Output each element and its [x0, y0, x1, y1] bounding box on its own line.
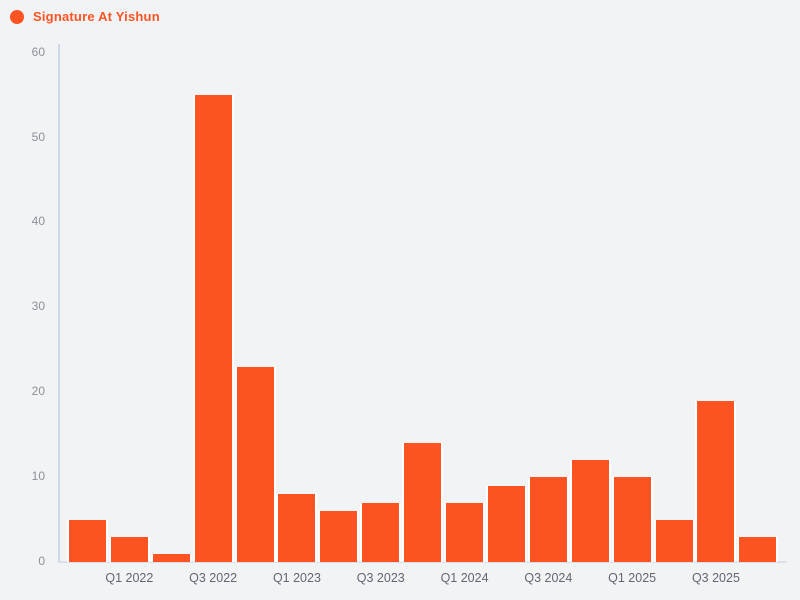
bar-q1-2022[interactable] — [108, 536, 150, 562]
bar-q4-2025[interactable] — [737, 536, 779, 562]
x-tick-label-q1-2025: Q1 2025 — [608, 571, 657, 585]
bar-q2-2022[interactable] — [150, 553, 192, 562]
y-tick-label-60: 60 — [31, 44, 45, 59]
bar-q2-2023[interactable] — [318, 511, 360, 562]
bar-q4-2022[interactable] — [234, 366, 276, 562]
y-tick-label-50: 50 — [31, 129, 45, 144]
legend-item[interactable]: Signature At Yishun — [10, 9, 160, 24]
y-tick-label-30: 30 — [31, 299, 45, 314]
x-tick-label-q3-2024: Q3 2024 — [524, 571, 573, 585]
bar-q2-2025[interactable] — [653, 519, 695, 562]
bar-q3-2022[interactable] — [192, 95, 234, 562]
y-tick-label-10: 10 — [31, 469, 45, 484]
x-tick-label-q3-2022: Q3 2022 — [189, 571, 238, 585]
bar-q3-2023[interactable] — [360, 502, 402, 562]
bar-q3-2024[interactable] — [527, 477, 569, 562]
bar-q2-2024[interactable] — [485, 485, 527, 562]
bar-q1-2024[interactable] — [444, 502, 486, 562]
x-tick-label-q1-2022: Q1 2022 — [105, 571, 154, 585]
y-tick-label-0: 0 — [38, 554, 45, 568]
bar-q4-2021[interactable] — [66, 519, 108, 562]
bar-q3-2025[interactable] — [695, 400, 737, 562]
y-axis-line — [58, 44, 60, 563]
bar-q1-2025[interactable] — [611, 477, 653, 562]
x-tick-label-q3-2023: Q3 2023 — [356, 571, 405, 585]
bar-q4-2023[interactable] — [402, 443, 444, 562]
y-tick-label-20: 20 — [31, 384, 45, 399]
bar-q4-2024[interactable] — [569, 460, 611, 562]
bar-q1-2023[interactable] — [276, 494, 318, 562]
x-tick-label-q3-2025: Q3 2025 — [691, 571, 740, 585]
x-axis-line — [58, 561, 787, 563]
y-tick-label-40: 40 — [31, 214, 45, 229]
x-tick-label-q1-2023: Q1 2023 — [272, 571, 321, 585]
x-tick-label-q1-2024: Q1 2024 — [440, 571, 489, 585]
legend-dot-icon — [10, 9, 24, 24]
legend-label: Signature At Yishun — [33, 9, 160, 24]
